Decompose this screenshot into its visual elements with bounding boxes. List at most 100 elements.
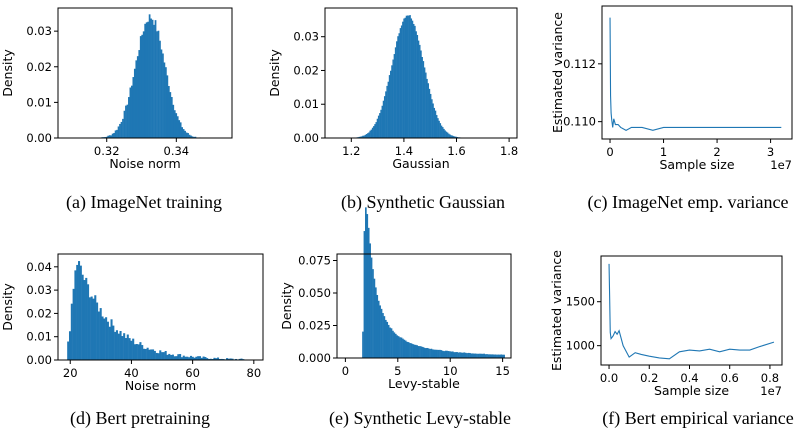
histogram-bar: [433, 107, 436, 138]
histogram-bar: [137, 344, 140, 360]
histogram-bar: [371, 127, 374, 138]
histogram-bar: [367, 227, 370, 358]
histogram-bar: [110, 135, 113, 138]
x-tick-label: 1: [660, 145, 667, 159]
histogram-bar: [83, 280, 86, 360]
axes-frame: [600, 255, 783, 366]
histogram-bar: [414, 344, 417, 358]
histogram-bar: [440, 125, 443, 138]
histogram-bar: [198, 356, 202, 360]
y-tick-label: 0.02: [293, 63, 319, 77]
histogram-bar: [94, 295, 97, 360]
histogram-bar: [112, 325, 115, 360]
histogram-bar: [386, 321, 389, 358]
histogram-bar: [413, 23, 415, 139]
histogram-bar: [150, 18, 152, 139]
histogram-bar: [410, 343, 413, 358]
histogram-bar: [473, 353, 476, 358]
panel-caption: (f) Bert empirical variance: [602, 408, 793, 429]
y-tick-label: 0.00: [26, 353, 52, 367]
histogram-bar: [404, 340, 407, 358]
histogram-bar: [416, 34, 419, 138]
histogram-bar: [382, 100, 385, 138]
histogram-bar: [419, 346, 421, 358]
histogram-bar: [139, 36, 142, 139]
histogram-bar: [489, 354, 491, 358]
histogram-bar: [114, 130, 117, 138]
histogram-bar: [105, 136, 108, 138]
histogram-bar: [376, 294, 379, 358]
histogram-bar: [379, 113, 381, 138]
histogram-bar: [466, 353, 468, 358]
histogram-bar: [443, 351, 446, 358]
histogram-bar: [402, 21, 404, 138]
histogram-bar: [398, 33, 400, 138]
histogram-bar: [207, 358, 211, 360]
histogram-bar: [204, 357, 207, 360]
y-axis-label: Density: [0, 49, 15, 97]
histogram-bar: [125, 105, 127, 138]
histogram-bar: [191, 136, 194, 138]
histogram-bar: [383, 316, 386, 358]
histogram-bar: [444, 130, 446, 138]
histogram-bar: [400, 337, 403, 358]
histogram-bar: [90, 296, 93, 360]
histogram-bar: [431, 99, 433, 138]
y-tick-label: 0.050: [298, 286, 331, 300]
histogram-bar: [170, 97, 173, 138]
histogram-bar: [130, 85, 133, 138]
histogram-bar: [421, 57, 423, 138]
histogram-bar: [477, 353, 480, 358]
histogram-bar: [387, 324, 390, 358]
histogram-bar: [358, 136, 361, 138]
histogram-bar: [460, 352, 463, 358]
histogram-bar: [362, 331, 364, 358]
panel-caption: (b) Synthetic Gaussian: [341, 192, 505, 213]
histogram-bar: [407, 342, 410, 358]
histogram-bar: [432, 349, 434, 358]
histogram-bar: [503, 354, 505, 358]
histogram-bar: [120, 121, 123, 138]
histogram-bar: [99, 308, 102, 360]
histogram-bar: [446, 132, 449, 138]
histogram-bar: [379, 305, 381, 358]
histogram-bar: [373, 278, 376, 358]
histogram-bar: [193, 136, 195, 138]
histogram-bar: [159, 350, 162, 360]
histogram-bar: [444, 350, 447, 358]
histogram-bar: [464, 352, 467, 358]
x-tick-label: 0.0: [600, 371, 618, 385]
y-axis-label: Estimated variance: [550, 12, 565, 133]
histogram-bar: [189, 355, 192, 360]
histogram-bar: [142, 31, 145, 138]
plot-area-a: [91, 14, 210, 139]
histogram-bar: [487, 354, 490, 358]
histogram-bar: [179, 354, 182, 360]
y-tick-label: 0.03: [293, 30, 319, 44]
histogram-bar: [385, 91, 387, 138]
histogram-bar: [417, 346, 420, 358]
histogram-bar: [373, 126, 375, 138]
histogram-bar: [470, 353, 473, 358]
x-axis-label: Noise norm: [125, 378, 196, 393]
panel-caption: (c) ImageNet emp. variance: [588, 192, 789, 213]
histogram-bar: [422, 346, 424, 358]
histogram-bar: [388, 75, 391, 138]
histogram-bar: [184, 356, 187, 360]
histogram-bar: [496, 354, 498, 358]
histogram-bar: [382, 313, 384, 358]
x-tick-label: 1.4: [395, 144, 413, 158]
histogram-bar: [105, 317, 108, 360]
histogram-bar: [215, 358, 218, 360]
histogram-bar: [432, 103, 434, 138]
x-tick-label: 0.6: [721, 371, 739, 385]
x-tick-label: 1.2: [342, 144, 360, 158]
histogram-bar: [153, 24, 155, 139]
histogram-bar: [389, 327, 391, 358]
histogram-bar: [142, 348, 146, 360]
histogram-bar: [162, 53, 164, 139]
histogram-bar: [369, 130, 371, 138]
histogram-bar: [411, 20, 414, 138]
histogram-bar: [108, 135, 111, 138]
